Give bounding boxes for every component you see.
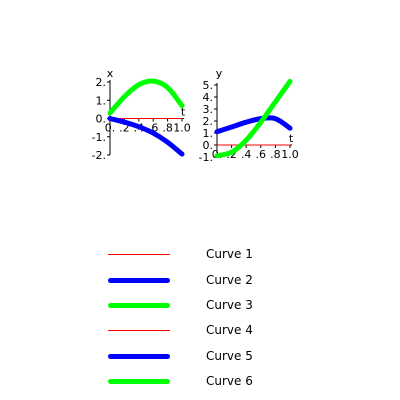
x-tick-label: .8 xyxy=(270,148,281,161)
x-tick-label: .6 xyxy=(256,148,267,161)
y-tick-label: -2. xyxy=(92,149,106,162)
y-tick-label: 1. xyxy=(203,127,214,140)
x-tick-label: .6 xyxy=(148,122,159,135)
series-line-curve-6 xyxy=(214,78,293,159)
plot-y-vs-t: 5.4.3.2.1.0.-1.0. .2.4.6.8 1.0yt xyxy=(199,67,299,164)
x-tick-label: 1.0 xyxy=(281,148,299,161)
x-axis-label: t xyxy=(289,132,294,145)
y-tick-label: 0. xyxy=(96,113,107,126)
y-tick-label: 4. xyxy=(203,91,214,104)
y-tick-label: -1. xyxy=(92,131,106,144)
y-tick-label: 1. xyxy=(96,94,107,107)
x-tick-label: .4 xyxy=(241,148,252,161)
x-tick-label: 1.0 xyxy=(173,122,191,135)
x-tick-label: 0. xyxy=(105,122,116,135)
y-axis-label: y xyxy=(216,67,223,80)
y-tick-label: 2. xyxy=(203,115,214,128)
y-tick-label: 5. xyxy=(203,79,214,92)
x-axis-label: t xyxy=(181,106,186,119)
y-tick-label: -1. xyxy=(199,151,213,164)
y-tick-label: 3. xyxy=(203,103,214,116)
x-tick-label: .2 xyxy=(119,122,130,135)
y-axis-label: x xyxy=(107,67,114,80)
y-tick-label: 0. xyxy=(203,139,214,152)
series-line-curve-3 xyxy=(107,78,185,116)
series-line-curve-2 xyxy=(107,116,185,157)
x-tick-label: .8 xyxy=(162,122,173,135)
series-line-curve-5 xyxy=(214,115,293,135)
plot-x-vs-t: 2.1.0.-1.-2.0. .2.4.6.8 1.0xt xyxy=(92,67,191,162)
y-tick-label: 2. xyxy=(96,76,107,89)
